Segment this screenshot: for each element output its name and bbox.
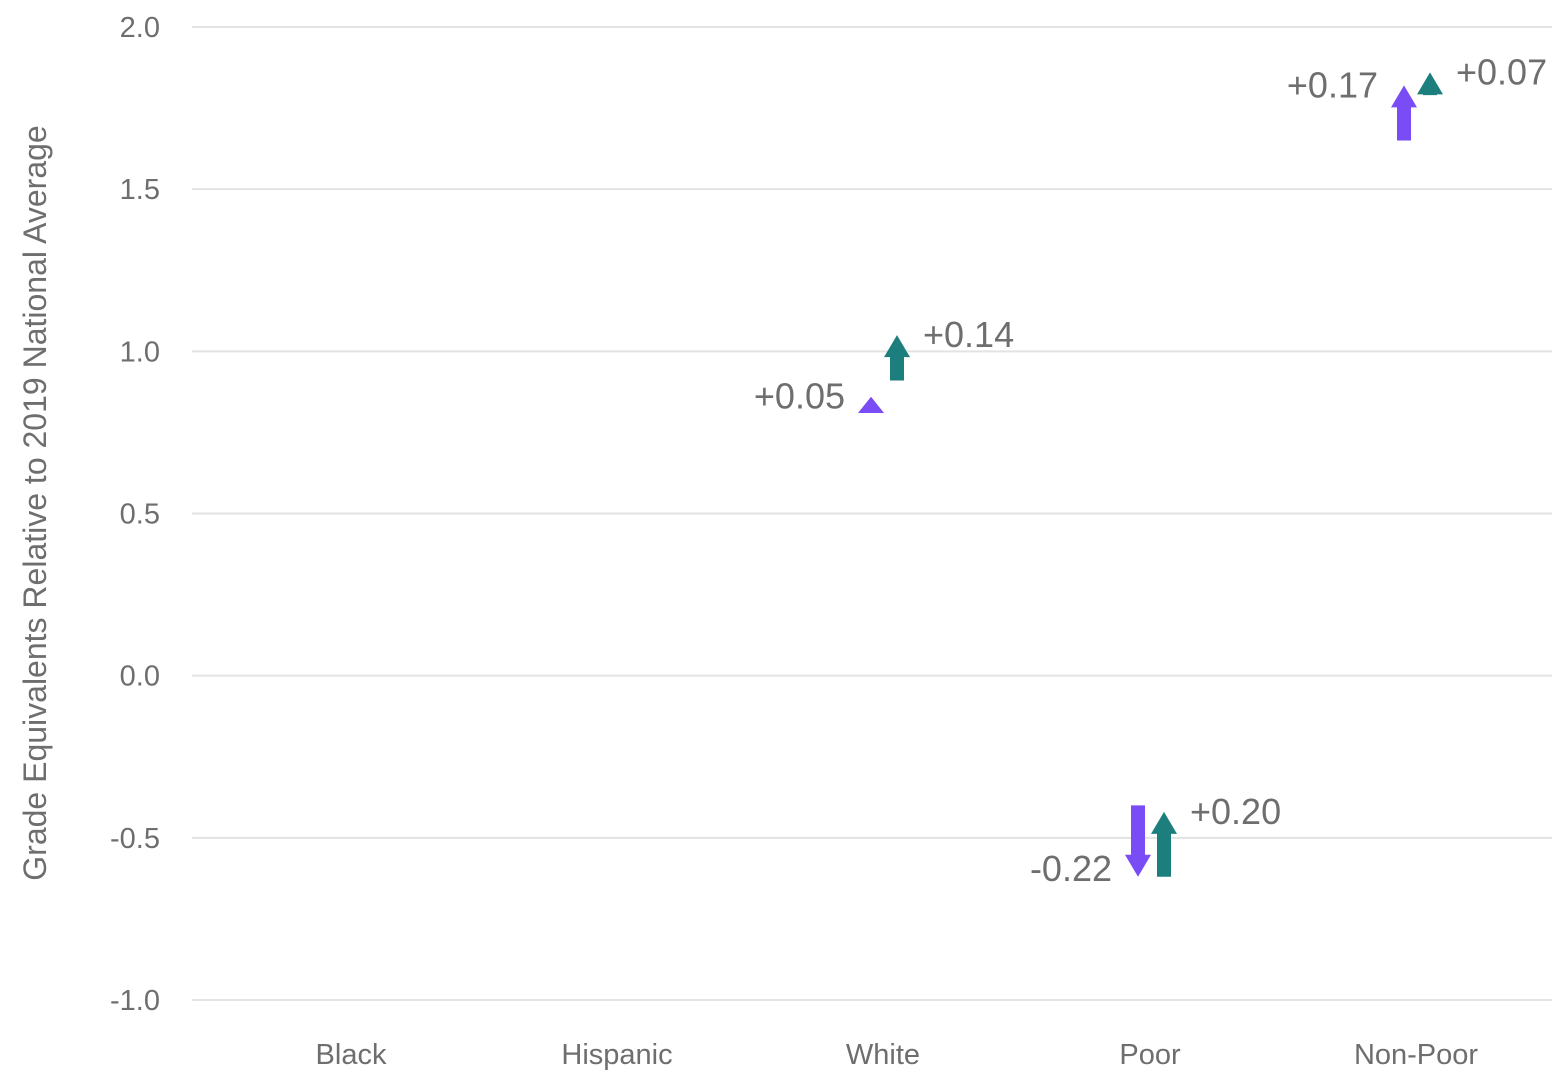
- change-arrow: [884, 335, 910, 381]
- y-tick-label: 2.0: [120, 12, 160, 44]
- change-label: +0.20: [1190, 791, 1281, 832]
- change-arrow: [858, 396, 884, 413]
- y-axis-ticks: 2.0 1.5 1.0 0.5 0.0 -0.5 -1.0: [110, 12, 160, 1017]
- change-arrow: [1125, 805, 1151, 877]
- y-tick-label: 1.0: [120, 336, 160, 368]
- change-label: +0.14: [923, 314, 1014, 355]
- change-labels: +0.05 -0.22 +0.17 +0.14 +0.20 +0.07: [754, 51, 1547, 888]
- x-category-label: Poor: [1119, 1039, 1181, 1071]
- y-tick-label: 1.5: [120, 174, 160, 206]
- x-category-label: Non-Poor: [1354, 1039, 1478, 1071]
- y-axis-title: Grade Equivalents Relative to 2019 Natio…: [17, 125, 53, 880]
- change-label: +0.07: [1456, 51, 1547, 92]
- y-tick-label: 0.0: [120, 661, 160, 693]
- x-category-label: Black: [316, 1039, 387, 1071]
- gridlines: [192, 26, 1552, 1001]
- change-arrow: [1151, 811, 1177, 877]
- change-arrow: [1417, 72, 1443, 96]
- x-axis-categories: Black Hispanic White Poor Non-Poor: [316, 1039, 1479, 1071]
- change-label: -0.22: [1030, 848, 1112, 889]
- change-label: +0.17: [1287, 64, 1378, 105]
- change-arrow: [1391, 85, 1417, 141]
- y-tick-label: -0.5: [110, 823, 160, 855]
- x-category-label: Hispanic: [561, 1039, 672, 1071]
- y-tick-label: -1.0: [110, 985, 160, 1017]
- y-tick-label: 0.5: [120, 499, 160, 531]
- change-label: +0.05: [754, 376, 845, 417]
- arrows: [858, 72, 1443, 877]
- x-category-label: White: [846, 1039, 920, 1071]
